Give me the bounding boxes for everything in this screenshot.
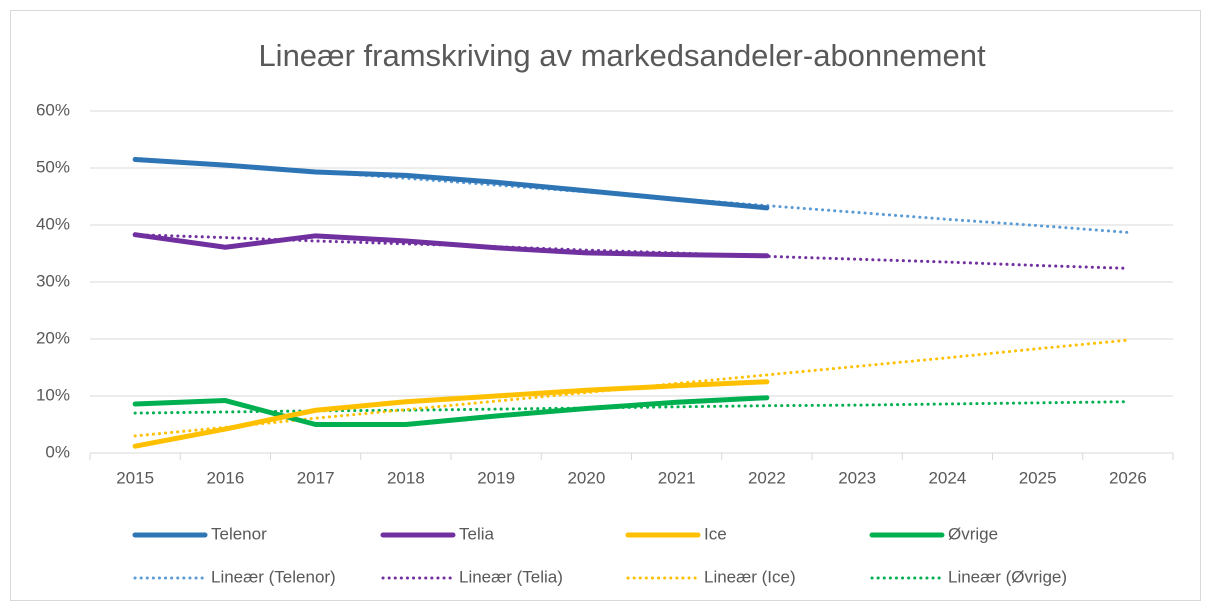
- x-tick-label: 2025: [1019, 468, 1057, 487]
- series-line: [132, 232, 770, 259]
- chart-border: [10, 10, 1201, 601]
- x-tick-label: 2022: [748, 468, 786, 487]
- x-tick-label: 2015: [116, 468, 154, 487]
- chart-title: Lineær framskriving av markedsandeler-ab…: [258, 38, 986, 73]
- x-tick-label: 2023: [838, 468, 876, 487]
- x-tick-label: 2024: [928, 468, 966, 487]
- x-tick-label: 2019: [477, 468, 515, 487]
- legend-label: Lineær (Telia): [459, 567, 563, 586]
- y-tick-label: 50%: [36, 157, 70, 176]
- legend-label: Ice: [704, 524, 727, 543]
- legend-label: Lineær (Øvrige): [948, 567, 1067, 586]
- legend-label: Lineær (Telenor): [211, 567, 336, 586]
- y-tick-label: 0%: [45, 442, 70, 461]
- x-tick-label: 2016: [206, 468, 244, 487]
- y-tick-label: 40%: [36, 214, 70, 233]
- series-line: [132, 395, 770, 427]
- series-line: [132, 156, 770, 211]
- y-tick-label: 30%: [36, 271, 70, 290]
- y-tick-label: 60%: [36, 100, 70, 119]
- legend-label: Telia: [459, 524, 495, 543]
- x-tick-label: 2017: [297, 468, 335, 487]
- y-tick-label: 10%: [36, 385, 70, 404]
- y-tick-label: 20%: [36, 328, 70, 347]
- legend-label: Telenor: [211, 524, 267, 543]
- x-tick-label: 2020: [567, 468, 605, 487]
- x-tick-label: 2021: [658, 468, 696, 487]
- series-line: [132, 379, 770, 449]
- legend-label: Lineær (Ice): [704, 567, 796, 586]
- x-tick-label: 2026: [1109, 468, 1147, 487]
- legend-label: Øvrige: [948, 524, 998, 543]
- x-tick-label: 2018: [387, 468, 425, 487]
- series-line: [133, 233, 1130, 270]
